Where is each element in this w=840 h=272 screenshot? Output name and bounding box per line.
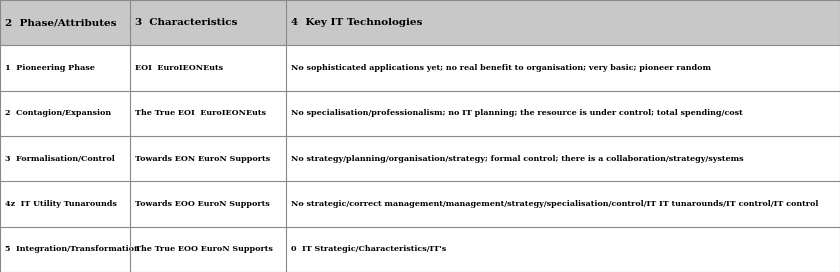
Text: Towards EOO EuroN Supports: Towards EOO EuroN Supports <box>135 200 270 208</box>
Text: Towards EON EuroN Supports: Towards EON EuroN Supports <box>135 155 270 163</box>
Text: 3  Formalisation/Control: 3 Formalisation/Control <box>5 155 115 163</box>
Text: 2  Phase/Attributes: 2 Phase/Attributes <box>5 18 117 27</box>
Bar <box>0 0 840 45</box>
Text: The True EOI  EuroIEONEuts: The True EOI EuroIEONEuts <box>135 109 266 117</box>
Text: The True EOO EuroN Supports: The True EOO EuroN Supports <box>135 245 273 253</box>
Text: No specialisation/professionalism; no IT planning; the resource is under control: No specialisation/professionalism; no IT… <box>291 109 743 117</box>
Text: No strategic/correct management/management/strategy/specialisation/control/IT IT: No strategic/correct management/manageme… <box>291 200 818 208</box>
Text: 1  Pioneering Phase: 1 Pioneering Phase <box>5 64 95 72</box>
Text: No sophisticated applications yet; no real benefit to organisation; very basic; : No sophisticated applications yet; no re… <box>291 64 711 72</box>
Text: 3  Characteristics: 3 Characteristics <box>135 18 238 27</box>
Text: No strategy/planning/organisation/strategy; formal control; there is a collabora: No strategy/planning/organisation/strate… <box>291 155 743 163</box>
Text: EOI  EuroIEONEuts: EOI EuroIEONEuts <box>135 64 223 72</box>
Text: 5  Integration/Transformation: 5 Integration/Transformation <box>5 245 139 253</box>
Text: 0  IT Strategic/Characteristics/IT's: 0 IT Strategic/Characteristics/IT's <box>291 245 446 253</box>
Text: 2  Contagion/Expansion: 2 Contagion/Expansion <box>5 109 111 117</box>
Text: 4  Key IT Technologies: 4 Key IT Technologies <box>291 18 422 27</box>
Text: 4z  IT Utility Tunarounds: 4z IT Utility Tunarounds <box>5 200 117 208</box>
